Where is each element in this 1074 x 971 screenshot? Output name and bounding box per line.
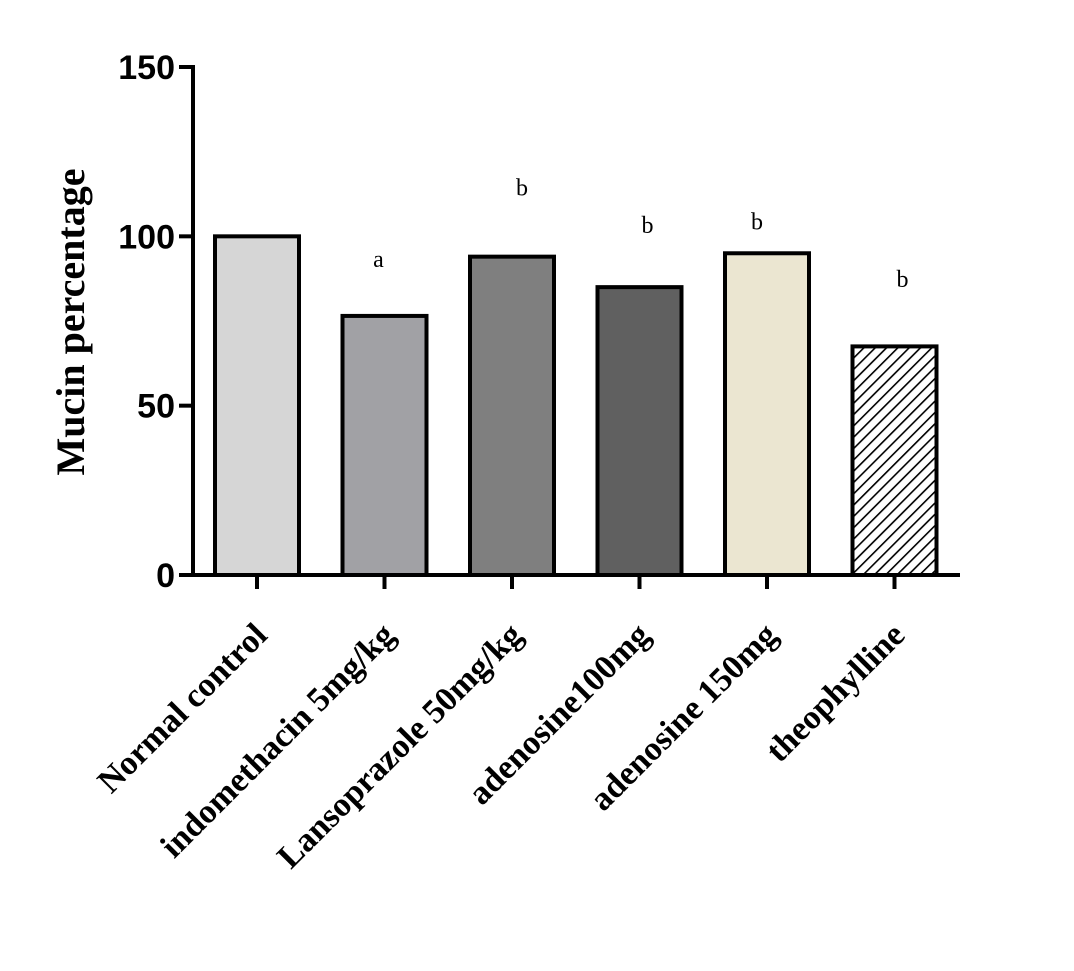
y-axis-title: Mucin percentage: [48, 169, 93, 476]
bars: [213, 234, 939, 577]
category-label-1: indomethacin 5mg/kg: [154, 616, 403, 865]
y-tick-label-3: 150: [118, 49, 175, 87]
significance-label-1: a: [373, 247, 384, 273]
bar-3: [595, 285, 684, 577]
significance-label-5: b: [897, 267, 909, 293]
category-label-5: theophylline: [759, 616, 912, 769]
bar-2: [468, 254, 556, 577]
significance-label-2: b: [516, 176, 528, 202]
significance-labels: a b b b b: [373, 176, 908, 293]
y-tick-labels: 0 50 100 150: [118, 49, 175, 595]
y-tick-label-1: 50: [137, 388, 175, 426]
bar-1: [340, 313, 429, 577]
significance-label-4: b: [751, 210, 763, 236]
bar-0: [213, 234, 301, 577]
category-label-2: Lansoprazole 50mg/kg: [270, 616, 529, 875]
axes: [179, 65, 960, 589]
y-tick-label-0: 0: [156, 557, 175, 595]
significance-label-3: b: [642, 213, 654, 239]
y-tick-label-2: 100: [118, 218, 175, 256]
bar-5: [850, 344, 939, 577]
bar-4: [723, 251, 811, 577]
